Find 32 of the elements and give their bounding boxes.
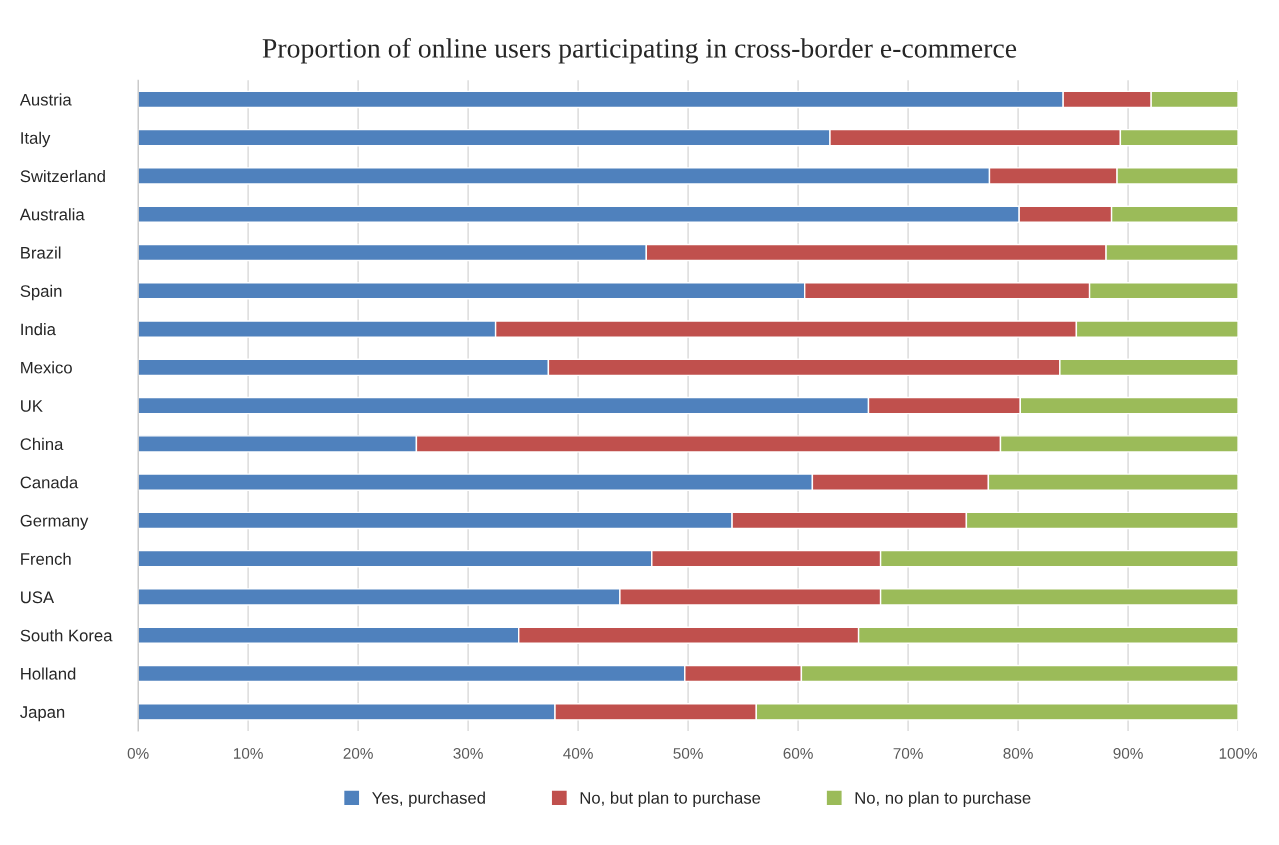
y-tick-label: Holland bbox=[21, 667, 76, 680]
y-tick-label: Japan bbox=[20, 706, 65, 722]
x-tick-label: 30% bbox=[453, 748, 483, 759]
y-tick-label: Brazil bbox=[21, 246, 61, 259]
x-tick-label: 0% bbox=[127, 748, 149, 759]
x-tick-label: 80% bbox=[1003, 748, 1033, 759]
y-tick-label: Australia bbox=[19, 208, 85, 221]
y-tick-label: Canada bbox=[20, 476, 79, 489]
y-tick-label: Switzerland bbox=[20, 169, 105, 183]
x-tick-label: 100% bbox=[1219, 748, 1258, 759]
y-tick-label: Austria bbox=[19, 93, 72, 106]
y-tick-label: Mexico bbox=[21, 361, 72, 374]
x-tick-label: 50% bbox=[673, 748, 703, 759]
y-tick-label: UK bbox=[21, 400, 43, 412]
y-tick-label: French bbox=[21, 552, 71, 565]
y-tick-label: Germany bbox=[20, 514, 89, 530]
y-tick-label: India bbox=[21, 323, 56, 336]
x-tick-label: 20% bbox=[343, 748, 373, 759]
x-tick-label: 10% bbox=[234, 748, 263, 759]
x-tick-label: 90% bbox=[1113, 748, 1143, 759]
chart-title: Proportion of online users participating in cross-border e-commerce bbox=[262, 37, 1017, 64]
y-tick-label: Italy bbox=[21, 131, 51, 148]
x-tick-label: 40% bbox=[563, 748, 593, 759]
y-tick-label: Spain bbox=[20, 284, 62, 301]
y-tick-label: USA bbox=[21, 591, 55, 604]
y-tick-label: China bbox=[20, 437, 64, 451]
x-tick-label: 60% bbox=[783, 748, 813, 759]
legend-label: Yes, purchased bbox=[372, 791, 485, 808]
x-tick-label: 70% bbox=[893, 748, 923, 759]
legend-label: No, but plan to purchase bbox=[580, 791, 761, 808]
y-tick-label: South Korea bbox=[20, 629, 113, 642]
legend-label: No, no plan to purchase bbox=[855, 791, 1031, 808]
